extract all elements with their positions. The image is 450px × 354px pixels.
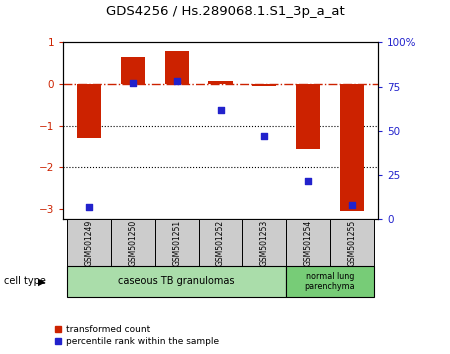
- Bar: [286, 219, 330, 266]
- Point: [261, 133, 268, 139]
- Bar: [68, 266, 286, 297]
- Bar: [286, 266, 374, 297]
- Bar: [68, 219, 111, 266]
- Text: GDS4256 / Hs.289068.1.S1_3p_a_at: GDS4256 / Hs.289068.1.S1_3p_a_at: [106, 5, 344, 18]
- Bar: [296, 84, 320, 149]
- Point: [217, 107, 224, 113]
- Text: GSM501252: GSM501252: [216, 219, 225, 266]
- Bar: [111, 219, 155, 266]
- Text: GSM501249: GSM501249: [85, 219, 94, 266]
- Text: cell type: cell type: [4, 276, 46, 286]
- Text: GSM501251: GSM501251: [172, 219, 181, 266]
- Bar: [198, 219, 243, 266]
- Bar: [165, 51, 189, 84]
- Bar: [252, 84, 276, 86]
- Legend: transformed count, percentile rank within the sample: transformed count, percentile rank withi…: [50, 321, 222, 349]
- Point: [130, 80, 137, 86]
- Bar: [340, 84, 364, 211]
- Bar: [208, 81, 233, 84]
- Text: GSM501253: GSM501253: [260, 219, 269, 266]
- Bar: [121, 57, 145, 84]
- Text: caseous TB granulomas: caseous TB granulomas: [118, 276, 235, 286]
- Text: GSM501255: GSM501255: [347, 219, 356, 266]
- Text: normal lung
parenchyma: normal lung parenchyma: [305, 272, 355, 291]
- Text: GSM501250: GSM501250: [129, 219, 138, 266]
- Bar: [243, 219, 286, 266]
- Bar: [77, 84, 101, 138]
- Text: GSM501254: GSM501254: [303, 219, 312, 266]
- Text: ▶: ▶: [38, 276, 46, 286]
- Bar: [155, 219, 198, 266]
- Point: [173, 79, 180, 84]
- Point: [86, 204, 93, 210]
- Point: [348, 202, 356, 208]
- Point: [304, 178, 311, 183]
- Bar: [330, 219, 373, 266]
